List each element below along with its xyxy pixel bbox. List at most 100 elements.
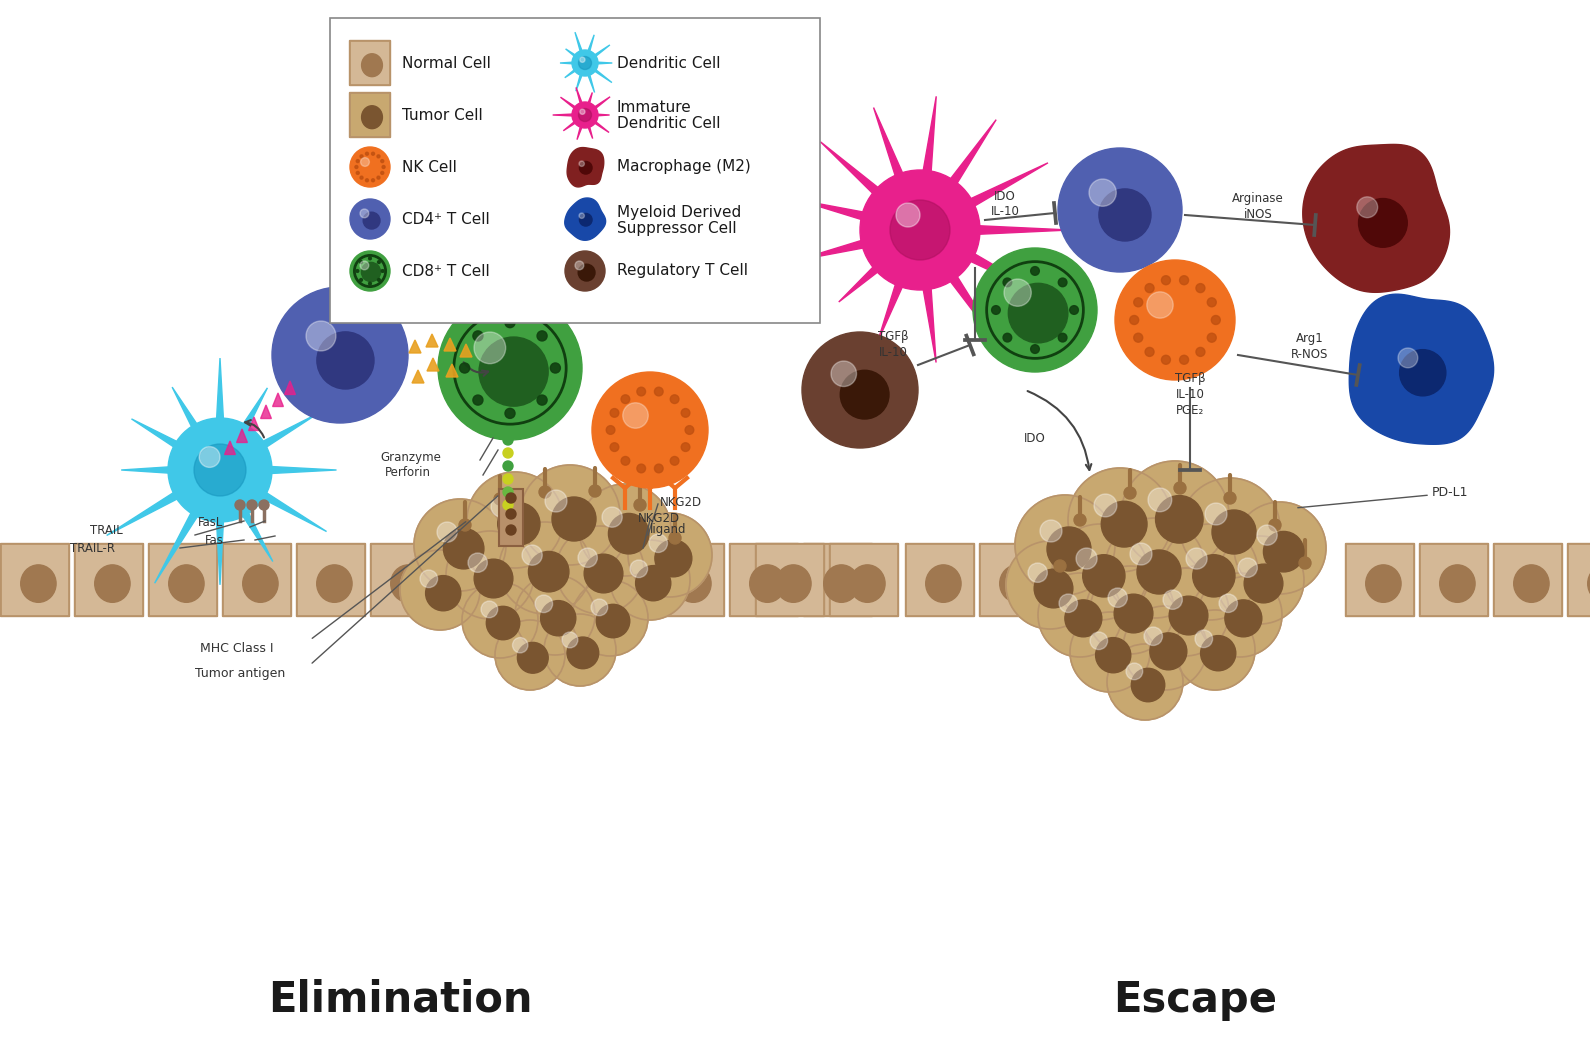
Polygon shape [285, 381, 296, 394]
Circle shape [377, 279, 380, 281]
Text: IL-10: IL-10 [991, 205, 1019, 218]
Circle shape [1196, 283, 1205, 293]
Polygon shape [576, 67, 585, 91]
Circle shape [634, 499, 646, 511]
Circle shape [463, 582, 537, 658]
Circle shape [444, 529, 483, 569]
Circle shape [380, 171, 383, 174]
Circle shape [437, 296, 582, 440]
Circle shape [361, 157, 369, 167]
Circle shape [1126, 663, 1143, 680]
Circle shape [534, 595, 553, 613]
Circle shape [1046, 527, 1091, 571]
Polygon shape [560, 98, 582, 113]
Circle shape [502, 500, 514, 510]
Circle shape [579, 484, 671, 576]
Circle shape [572, 580, 649, 656]
Ellipse shape [1514, 564, 1549, 602]
Circle shape [506, 524, 517, 535]
Text: FasL: FasL [199, 516, 223, 530]
Circle shape [512, 638, 528, 652]
Circle shape [517, 642, 549, 673]
Circle shape [1269, 519, 1282, 531]
Polygon shape [568, 148, 604, 187]
Circle shape [259, 500, 269, 510]
Circle shape [506, 509, 517, 519]
Circle shape [482, 601, 498, 618]
Circle shape [1076, 548, 1097, 570]
Circle shape [316, 331, 374, 389]
Circle shape [502, 448, 514, 458]
Circle shape [579, 264, 595, 281]
Circle shape [630, 560, 647, 578]
Circle shape [1121, 461, 1229, 569]
Circle shape [568, 637, 599, 668]
Polygon shape [564, 198, 606, 240]
Circle shape [622, 456, 630, 465]
Text: Myeloid Derived: Myeloid Derived [617, 205, 741, 219]
Circle shape [413, 499, 506, 591]
Circle shape [359, 155, 363, 157]
Circle shape [591, 599, 607, 616]
Text: PD-L1: PD-L1 [1433, 486, 1469, 498]
Polygon shape [929, 245, 1005, 354]
Circle shape [603, 507, 622, 528]
Circle shape [1108, 588, 1127, 607]
FancyBboxPatch shape [350, 93, 390, 137]
Circle shape [539, 486, 552, 498]
Circle shape [1224, 492, 1235, 504]
Circle shape [579, 213, 591, 226]
Circle shape [623, 403, 649, 428]
Polygon shape [248, 418, 259, 430]
Circle shape [655, 540, 692, 577]
Circle shape [350, 251, 390, 291]
Circle shape [1059, 278, 1067, 286]
Circle shape [359, 176, 363, 179]
Circle shape [1096, 638, 1130, 672]
Circle shape [1134, 298, 1143, 306]
Circle shape [1205, 504, 1227, 524]
Circle shape [832, 361, 857, 386]
Circle shape [460, 519, 471, 531]
Circle shape [369, 282, 372, 285]
Circle shape [1207, 334, 1216, 342]
Circle shape [588, 485, 601, 497]
Circle shape [382, 166, 385, 169]
Circle shape [1148, 488, 1172, 512]
Circle shape [355, 166, 358, 169]
Circle shape [622, 394, 630, 404]
Circle shape [669, 532, 681, 544]
Circle shape [609, 513, 649, 554]
Polygon shape [226, 485, 273, 561]
Circle shape [552, 497, 596, 541]
Polygon shape [172, 387, 215, 455]
Circle shape [537, 395, 547, 405]
Circle shape [840, 370, 889, 419]
Circle shape [1264, 532, 1304, 572]
Polygon shape [215, 490, 226, 585]
Text: TGFβ: TGFβ [1175, 372, 1205, 385]
Ellipse shape [849, 564, 886, 602]
Polygon shape [107, 475, 205, 535]
Polygon shape [154, 485, 215, 583]
Circle shape [1029, 563, 1048, 582]
Circle shape [638, 464, 646, 473]
Polygon shape [1350, 294, 1493, 445]
Polygon shape [566, 49, 582, 61]
Polygon shape [215, 358, 226, 450]
Circle shape [611, 443, 619, 451]
Circle shape [502, 435, 514, 445]
Circle shape [1175, 611, 1255, 690]
Polygon shape [237, 429, 248, 443]
Circle shape [1105, 518, 1205, 618]
FancyBboxPatch shape [1568, 543, 1590, 616]
Polygon shape [943, 224, 1070, 236]
Circle shape [681, 443, 690, 451]
Polygon shape [428, 358, 439, 371]
Ellipse shape [21, 564, 56, 602]
FancyBboxPatch shape [223, 543, 291, 616]
FancyBboxPatch shape [1054, 543, 1123, 616]
Text: R-NOS: R-NOS [1291, 348, 1329, 361]
Polygon shape [412, 370, 425, 383]
Circle shape [890, 200, 949, 260]
